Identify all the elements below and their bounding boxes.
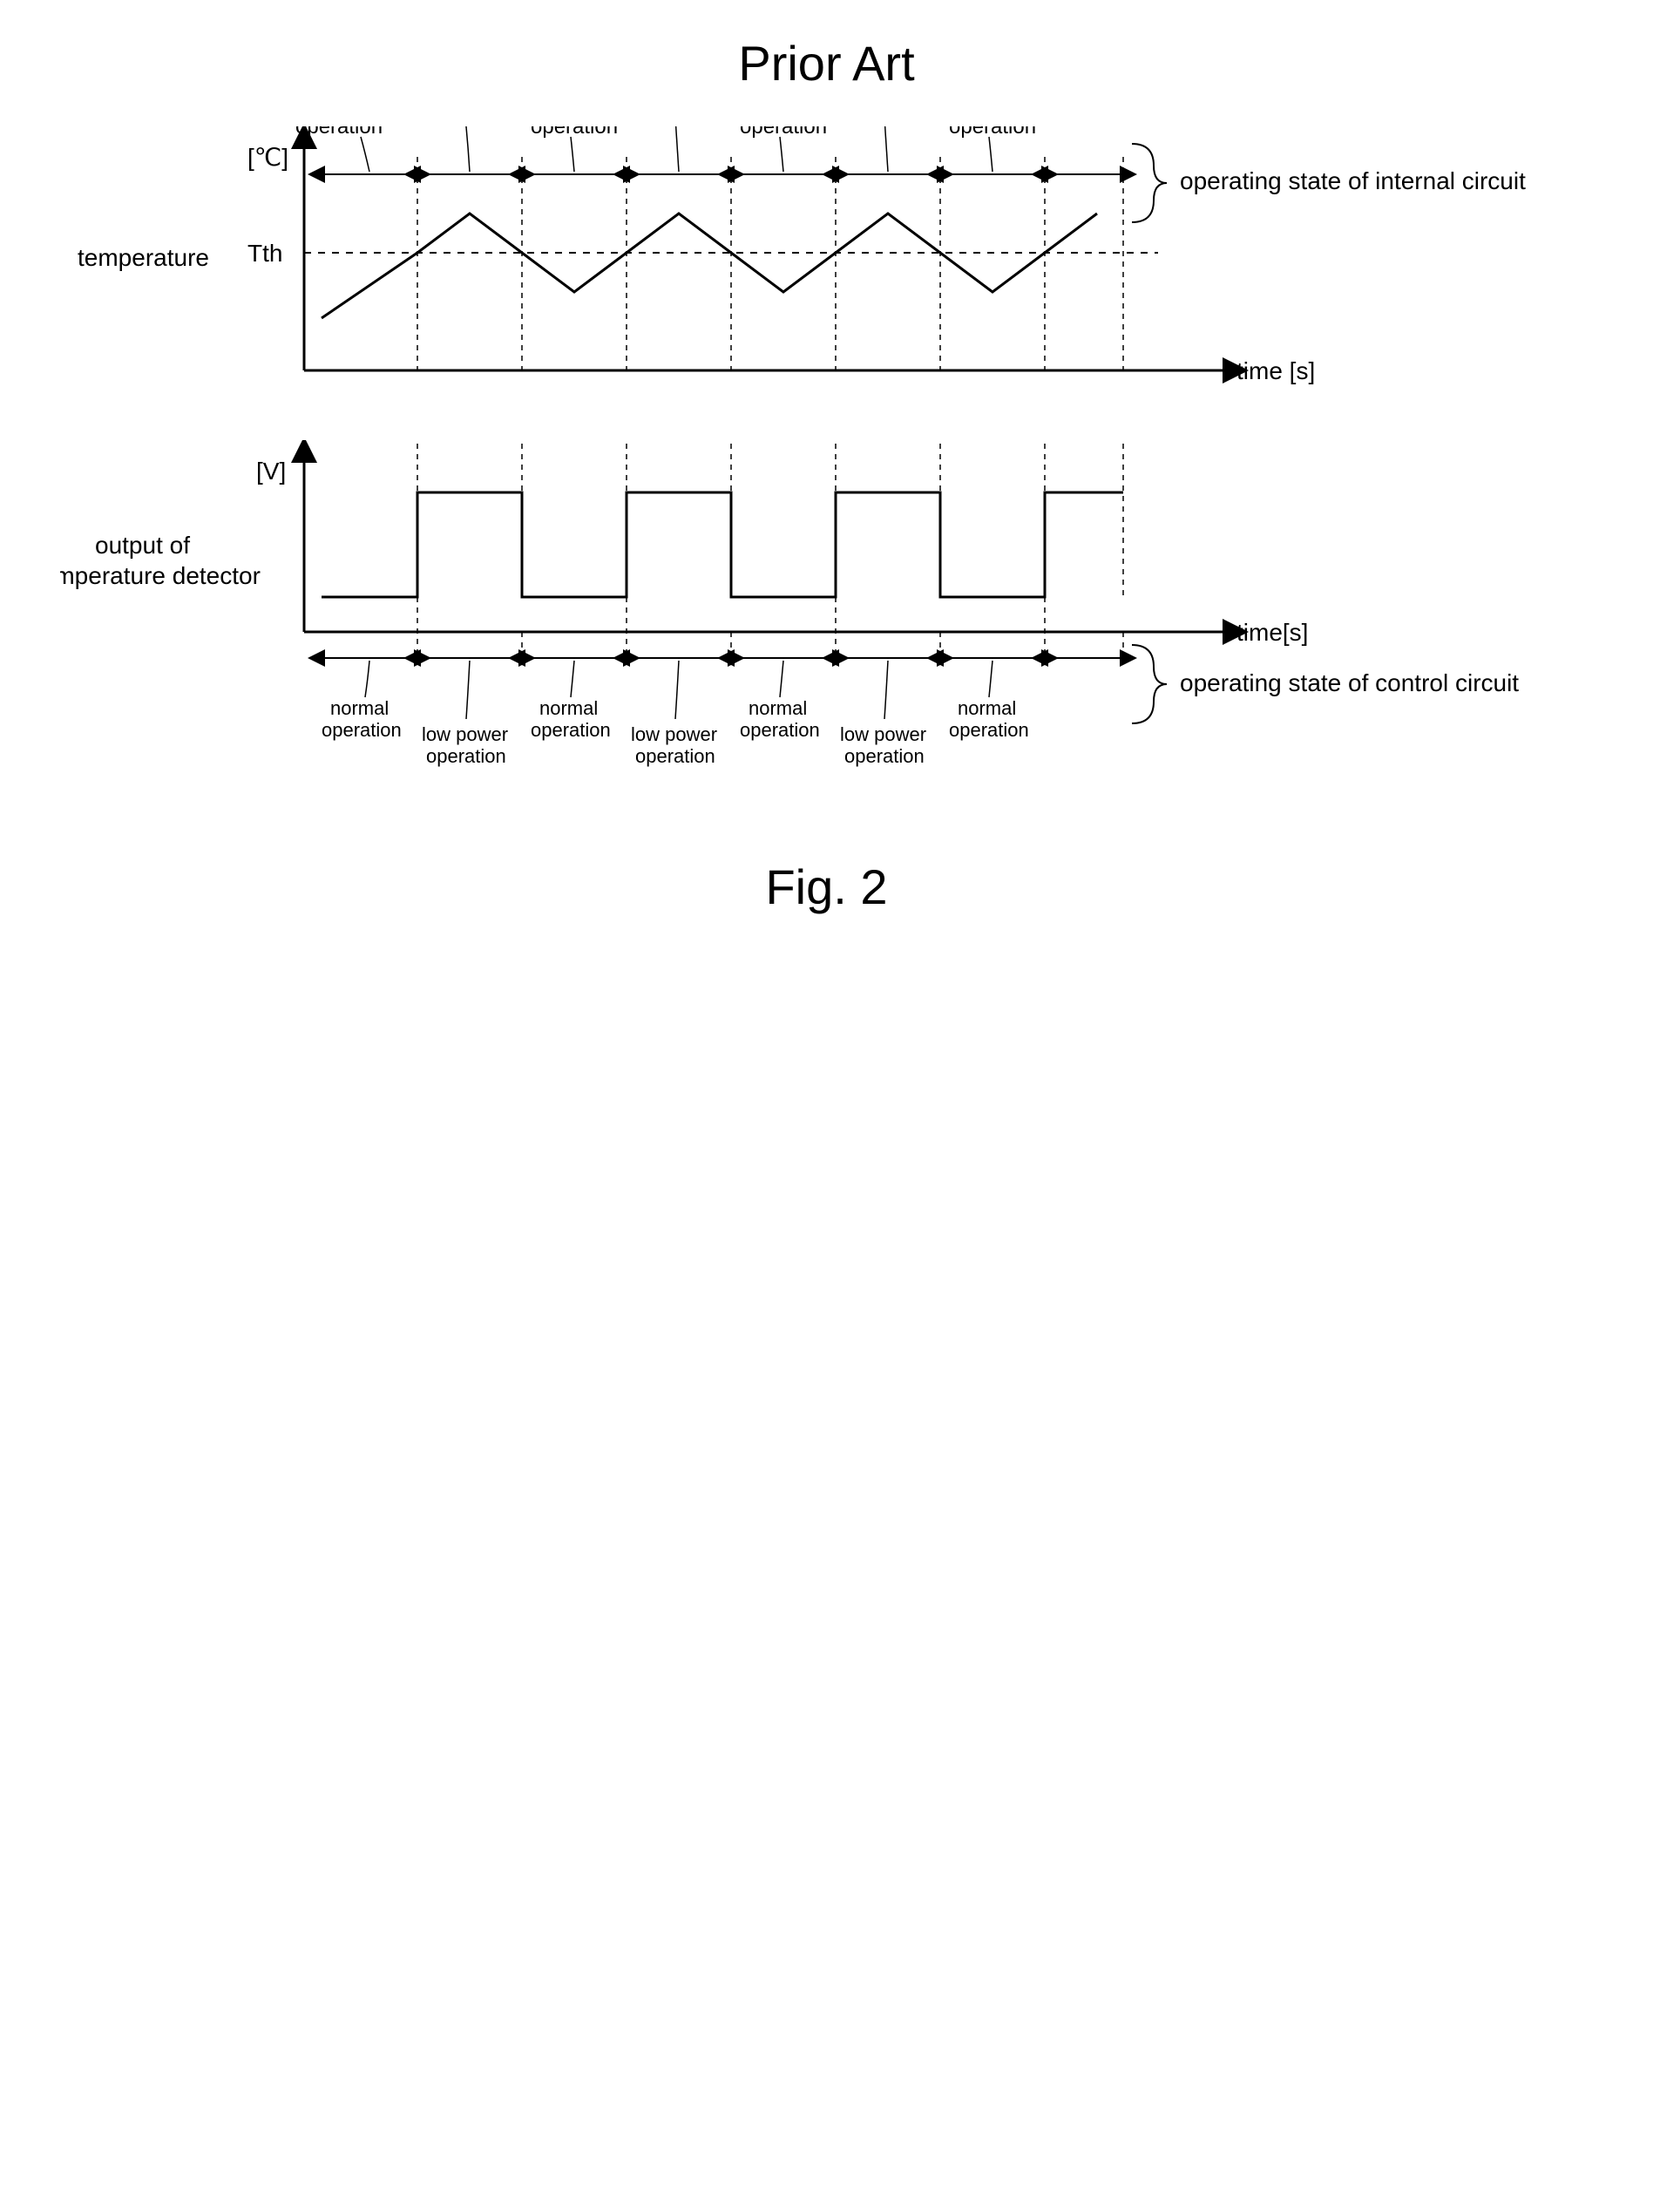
state-label: normal — [330, 697, 389, 719]
brace — [1132, 144, 1167, 222]
state-label: low power — [840, 723, 926, 745]
leader — [989, 661, 992, 697]
state-label: low power — [631, 723, 717, 745]
x-axis-label: time[s] — [1236, 619, 1308, 646]
right-label: operating state of internal circuit — [1180, 167, 1526, 194]
bottom-chart: [V] output of temperature detector — [60, 440, 1594, 806]
state-label: operation — [426, 745, 506, 767]
tth-label: Tth — [247, 240, 282, 267]
leader — [571, 661, 574, 697]
y-axis-label-1: output of — [95, 532, 190, 559]
y-axis-label: temperature — [78, 244, 209, 271]
leader — [780, 137, 783, 172]
state-label: normal — [749, 697, 807, 719]
leader — [884, 661, 888, 719]
state-label: operation — [740, 126, 827, 139]
state-label: operation — [531, 719, 611, 741]
state-label: operation — [531, 126, 618, 139]
leader — [465, 126, 470, 172]
state-label: operation — [949, 126, 1036, 139]
top-chart: temperature [℃] Tth — [60, 126, 1594, 440]
y-axis-label-2: temperature detector — [60, 562, 261, 589]
state-label: operation — [322, 719, 402, 741]
state-label: operation — [844, 745, 925, 767]
state-label: normal — [958, 697, 1016, 719]
leader — [571, 137, 574, 172]
leader — [675, 661, 679, 719]
leader — [361, 137, 369, 172]
page-title: Prior Art — [43, 35, 1611, 92]
state-label: normal — [539, 697, 598, 719]
leader — [365, 661, 369, 697]
leader — [780, 661, 783, 697]
leader — [884, 126, 888, 172]
right-label: operating state of control circuit — [1180, 669, 1519, 696]
state-label: operation — [295, 126, 383, 139]
figure-label: Fig. 2 — [43, 858, 1611, 915]
state-label: operation — [740, 719, 820, 741]
y-axis-unit: [℃] — [247, 144, 288, 171]
state-label: operation — [949, 719, 1029, 741]
detector-output — [322, 492, 1123, 597]
brace — [1132, 645, 1167, 723]
state-label: low power — [422, 723, 508, 745]
x-axis-label: time [s] — [1236, 357, 1315, 384]
y-axis-unit: [V] — [256, 458, 286, 485]
leader — [466, 661, 470, 719]
state-label: operation — [635, 745, 715, 767]
temperature-wave — [322, 214, 1097, 318]
leader — [989, 137, 992, 172]
leader — [675, 126, 679, 172]
